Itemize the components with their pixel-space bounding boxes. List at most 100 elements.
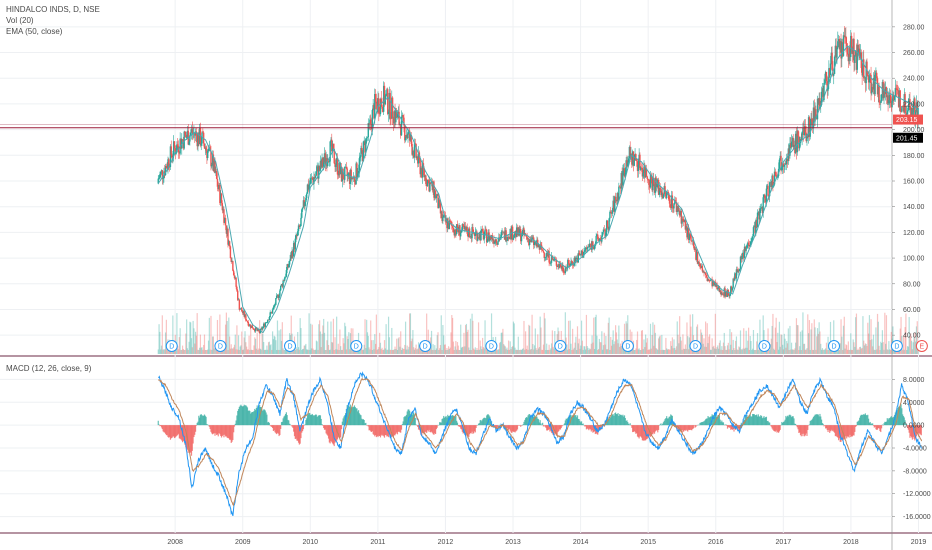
macd-histogram-bar xyxy=(170,425,172,439)
volume-bar xyxy=(374,334,376,354)
candle-body xyxy=(778,159,781,169)
candle-body xyxy=(610,212,613,214)
candle-body xyxy=(876,72,878,79)
macd-histogram-bar xyxy=(795,425,798,426)
candle-body xyxy=(858,48,861,59)
candle-body xyxy=(701,265,704,272)
candle-body xyxy=(189,135,191,142)
earnings-event-marker[interactable]: E xyxy=(915,340,928,352)
candle-body xyxy=(472,227,474,233)
dividend-event-marker[interactable]: D xyxy=(419,340,432,352)
volume-bar xyxy=(684,344,686,354)
volume-bar xyxy=(567,349,569,354)
volume-bar xyxy=(529,325,531,354)
candle-body xyxy=(683,219,686,222)
candle-body xyxy=(237,299,240,301)
candle-body xyxy=(654,177,657,193)
macd-histogram-bar xyxy=(555,425,557,434)
macd-histogram-bar xyxy=(850,425,852,438)
dividend-event-marker[interactable]: D xyxy=(890,340,903,352)
macd-legend[interactable]: MACD (12, 26, close, 9) xyxy=(6,364,92,373)
candle-body xyxy=(332,143,335,149)
volume-bar xyxy=(413,349,416,354)
candle-body xyxy=(875,72,877,75)
volume-bar xyxy=(226,321,228,354)
macd-histogram-bar xyxy=(160,425,162,426)
dividend-event-marker[interactable]: D xyxy=(758,340,771,352)
macd-histogram-bar xyxy=(713,416,716,426)
macd-histogram-bar xyxy=(730,425,733,430)
candle-body xyxy=(602,229,605,233)
volume-legend[interactable]: Vol (20) xyxy=(6,16,34,25)
dividend-event-marker[interactable]: D xyxy=(284,340,297,352)
macd-histogram-bar xyxy=(895,410,897,426)
candle-body xyxy=(235,277,237,287)
candle-body xyxy=(635,154,637,161)
candle-body xyxy=(468,228,471,238)
volume-bar xyxy=(479,340,481,354)
volume-bar xyxy=(842,325,845,354)
candle-body xyxy=(473,232,475,234)
dividend-event-marker[interactable]: D xyxy=(165,340,178,352)
macd-histogram-bar xyxy=(159,425,161,427)
symbol-title[interactable]: HINDALCO INDS, D, NSE xyxy=(6,5,100,14)
dividend-event-marker[interactable]: D xyxy=(554,340,567,352)
volume-bar xyxy=(615,325,617,354)
macd-histogram-bar xyxy=(518,425,520,426)
macd-histogram-bar xyxy=(409,414,412,426)
candle-body xyxy=(507,236,510,238)
dividend-event-marker[interactable]: D xyxy=(828,340,841,352)
dividend-event-marker[interactable]: D xyxy=(485,340,498,352)
macd-histogram-bar xyxy=(194,425,196,435)
macd-histogram-bar xyxy=(640,425,642,437)
candle-body xyxy=(596,234,598,237)
volume-bar xyxy=(865,343,867,354)
candle-body xyxy=(424,175,426,178)
candle-body xyxy=(438,199,440,209)
macd-histogram-bar xyxy=(833,425,836,433)
macd-histogram-bar xyxy=(321,424,323,426)
volume-bar xyxy=(721,346,723,354)
dividend-event-marker[interactable]: D xyxy=(689,340,702,352)
macd-histogram-bar xyxy=(880,425,882,433)
dividend-event-marker[interactable]: D xyxy=(621,340,634,352)
candle-body xyxy=(515,231,517,237)
dividend-event-marker[interactable]: D xyxy=(350,340,363,352)
macd-histogram-bar xyxy=(537,419,540,426)
macd-histogram-bar xyxy=(172,425,174,437)
volume-bar xyxy=(743,348,746,354)
volume-bar xyxy=(322,325,324,354)
macd-histogram-bar xyxy=(216,425,218,436)
candle-body xyxy=(275,295,278,299)
candle-body xyxy=(545,256,547,258)
volume-bar xyxy=(495,346,498,354)
macd-histogram-bar xyxy=(879,425,881,432)
candle-body xyxy=(910,109,912,119)
macd-y-tick-label: -8.0000 xyxy=(903,468,927,475)
volume-bar xyxy=(611,339,613,354)
volume-bar xyxy=(430,330,433,354)
candle-body xyxy=(759,208,761,220)
ema-legend[interactable]: EMA (50, close) xyxy=(6,27,63,36)
macd-histogram-bar xyxy=(670,414,672,426)
volume-bar xyxy=(885,343,887,354)
macd-histogram-bar xyxy=(684,425,686,431)
candle-body xyxy=(301,207,304,210)
volume-bar xyxy=(165,319,167,354)
volume-bar xyxy=(581,340,583,354)
candle-body xyxy=(315,171,318,176)
macd-histogram-bar xyxy=(214,425,216,436)
macd-histogram-bar xyxy=(169,425,172,440)
candle-body xyxy=(293,243,296,250)
macd-histogram-bar xyxy=(250,412,253,426)
dividend-event-marker[interactable]: D xyxy=(214,340,227,352)
candle-body xyxy=(675,202,678,213)
candle-body xyxy=(764,198,767,203)
macd-histogram-bar xyxy=(726,425,728,426)
volume-bar xyxy=(500,332,502,354)
volume-bar xyxy=(770,338,772,354)
y-tick-label: 260.00 xyxy=(903,50,925,57)
macd-histogram-bar xyxy=(617,413,619,426)
